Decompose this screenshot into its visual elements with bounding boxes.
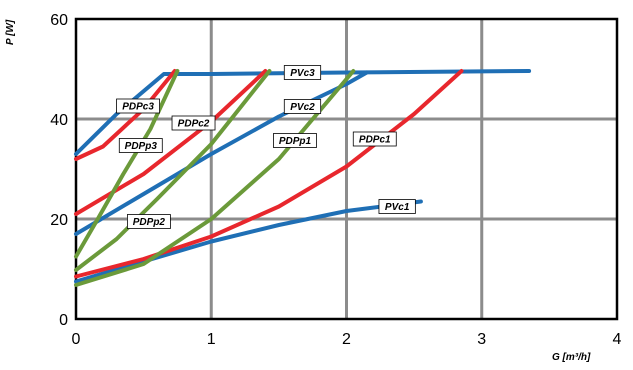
x-tick-label: 3 bbox=[477, 331, 486, 348]
series-line-pvc2 bbox=[74, 70, 369, 236]
series-label-text: PDPc1 bbox=[359, 135, 391, 146]
series-label-box bbox=[378, 199, 416, 214]
y-tick-label: 60 bbox=[50, 12, 68, 29]
series-label-pvc2: PVc2 bbox=[283, 99, 322, 114]
x-tick-label: 0 bbox=[72, 331, 81, 348]
grid-lines bbox=[74, 17, 619, 321]
series-line-pvc1 bbox=[74, 199, 423, 284]
series-line-pdpc3 bbox=[74, 69, 177, 161]
series-line-pdpc1 bbox=[74, 69, 464, 279]
series-label-text: PDPp1 bbox=[279, 136, 312, 147]
series-label-pdpp3: PDPp3 bbox=[118, 138, 163, 153]
series-label-text: PDPc2 bbox=[178, 119, 210, 130]
series-label-box bbox=[171, 115, 216, 131]
x-tick-label: 2 bbox=[342, 331, 351, 348]
series-label-box bbox=[352, 131, 397, 147]
y-tick-label: 20 bbox=[50, 212, 68, 229]
y-tick-label: 0 bbox=[59, 312, 68, 329]
series-label-box bbox=[283, 65, 322, 80]
series-line-pvc3 bbox=[74, 69, 532, 156]
series-line-pdpp1 bbox=[74, 69, 356, 287]
series-line-pdpp2 bbox=[74, 69, 272, 272]
series-label-pvc1: PVc1 bbox=[378, 199, 416, 214]
series-label-text: PVc3 bbox=[290, 68, 315, 79]
series-label-text: PDPc3 bbox=[122, 102, 154, 113]
x-axis-title: G [m³/h] bbox=[552, 352, 591, 363]
series-label-text: PVc1 bbox=[385, 202, 410, 213]
series-label-pdpc3: PDPc3 bbox=[116, 98, 160, 114]
series-label-box bbox=[116, 98, 160, 114]
series-label-box bbox=[273, 133, 317, 148]
y-tick-label: 40 bbox=[50, 112, 68, 129]
series-lines bbox=[74, 69, 532, 287]
series-label-pdpc2: PDPc2 bbox=[171, 115, 216, 131]
series-label-text: PDPp3 bbox=[125, 141, 158, 152]
y-axis-title: P [W] bbox=[5, 19, 16, 45]
series-label-pdpp2: PDPp2 bbox=[126, 214, 171, 229]
x-tick-label: 4 bbox=[613, 331, 622, 348]
plot-frame bbox=[74, 17, 619, 321]
series-label-box bbox=[126, 214, 171, 229]
x-tick-label: 1 bbox=[207, 331, 216, 348]
series-label-box bbox=[283, 99, 322, 114]
series-label-pdpp1: PDPp1 bbox=[273, 133, 317, 148]
series-label-text: PVc2 bbox=[290, 102, 315, 113]
series-label-pvc3: PVc3 bbox=[283, 65, 322, 80]
series-label-text: PDPp2 bbox=[133, 217, 166, 228]
series-label-pdpc1: PDPc1 bbox=[352, 131, 397, 147]
series-label-box bbox=[118, 138, 163, 153]
series-labels: PVc1 PVc2 PVc3 PDPc1 PDPc2 PDPc3 PDPp1 PDPp2 PDP… bbox=[116, 65, 416, 229]
